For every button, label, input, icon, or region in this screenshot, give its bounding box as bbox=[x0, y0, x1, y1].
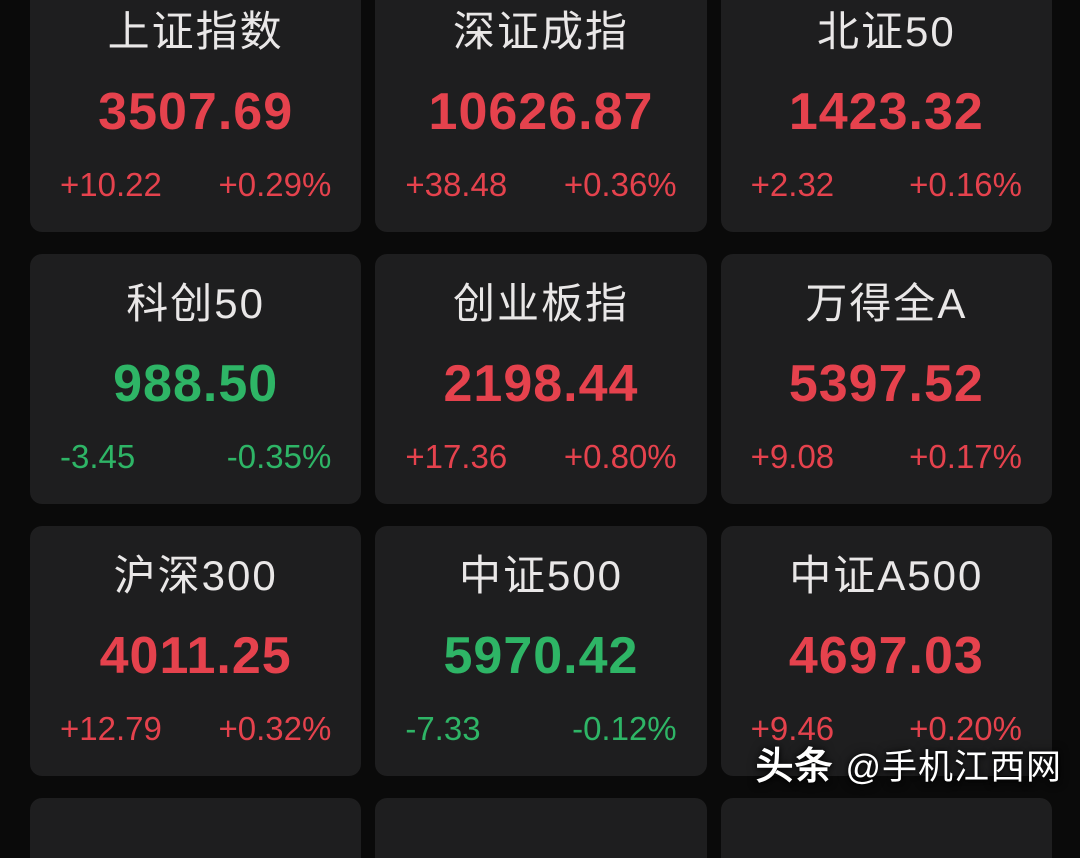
index-value: 988.50 bbox=[113, 355, 279, 413]
index-card-csi-a500[interactable]: 中证A500 4697.03 +9.46 +0.20% bbox=[720, 526, 1052, 776]
index-change: +9.46 bbox=[750, 710, 835, 747]
index-change-pct: +0.29% bbox=[218, 166, 332, 203]
index-name: 创业板指 bbox=[452, 280, 629, 327]
index-change-row: +17.36 +0.80% bbox=[375, 438, 706, 476]
index-change-row: +2.32 +0.16% bbox=[721, 166, 1052, 204]
index-change-pct: +0.80% bbox=[563, 438, 677, 475]
index-change: +12.79 bbox=[60, 710, 162, 747]
index-change: -3.45 bbox=[60, 438, 136, 475]
index-change-row: +38.48 +0.36% bbox=[375, 166, 706, 204]
index-value: 1423.32 bbox=[788, 83, 984, 141]
index-change: -7.33 bbox=[405, 710, 481, 747]
watermark: 头条 @手机江西网 bbox=[755, 735, 1062, 790]
index-change-row: +10.22 +0.29% bbox=[30, 166, 361, 204]
index-change-row: +9.46 +0.20% bbox=[721, 710, 1052, 748]
index-value: 4011.25 bbox=[99, 627, 292, 685]
index-change-pct: -0.35% bbox=[226, 438, 332, 475]
index-change-pct: +0.32% bbox=[218, 710, 332, 747]
index-change: +10.22 bbox=[60, 166, 162, 203]
index-card-csi500[interactable]: 中证500 5970.42 -7.33 -0.12% bbox=[375, 526, 707, 776]
index-change-row: -7.33 -0.12% bbox=[375, 710, 706, 748]
index-value: 2198.44 bbox=[443, 355, 639, 413]
index-card-shanghai-composite[interactable]: 上证指数 3507.69 +10.22 +0.29% bbox=[30, 0, 362, 232]
index-name: 上证指数 bbox=[107, 8, 284, 55]
index-card-csi300[interactable]: 沪深300 4011.25 +12.79 +0.32% bbox=[30, 526, 362, 776]
index-name: 深证成指 bbox=[452, 8, 629, 55]
index-change-pct: +0.20% bbox=[909, 710, 1022, 747]
index-value: 10626.87 bbox=[428, 83, 654, 141]
index-name: 科创50 bbox=[126, 280, 266, 327]
index-name: 万得全A bbox=[805, 280, 968, 327]
toutiao-logo-text: 头条 bbox=[755, 746, 834, 788]
index-change-row: +12.79 +0.32% bbox=[30, 710, 361, 748]
index-change-row: -3.45 -0.35% bbox=[30, 438, 361, 476]
index-change-row: +9.08 +0.17% bbox=[721, 438, 1052, 476]
index-value: 5970.42 bbox=[443, 627, 639, 685]
index-change: +9.08 bbox=[750, 438, 835, 475]
index-change: +17.36 bbox=[405, 438, 508, 475]
partial-next-row-card[interactable] bbox=[30, 798, 362, 858]
index-change-pct: -0.12% bbox=[572, 710, 677, 747]
index-name: 沪深300 bbox=[113, 552, 278, 599]
index-grid: 上证指数 3507.69 +10.22 +0.29% 深证成指 10626.87… bbox=[30, 0, 1052, 858]
index-value: 3507.69 bbox=[98, 83, 294, 141]
index-card-shenzhen-component[interactable]: 深证成指 10626.87 +38.48 +0.36% bbox=[375, 0, 707, 232]
index-value: 4697.03 bbox=[788, 627, 984, 685]
index-change: +38.48 bbox=[405, 166, 508, 203]
index-change: +2.32 bbox=[750, 166, 835, 203]
index-card-wind-all-a[interactable]: 万得全A 5397.52 +9.08 +0.17% bbox=[720, 254, 1052, 504]
index-card-star50[interactable]: 科创50 988.50 -3.45 -0.35% bbox=[30, 254, 362, 504]
index-change-pct: +0.36% bbox=[563, 166, 677, 203]
index-name: 中证A500 bbox=[789, 552, 984, 599]
index-value: 5397.52 bbox=[788, 355, 984, 413]
index-name: 北证50 bbox=[816, 8, 956, 55]
watermark-handle: @手机江西网 bbox=[845, 748, 1062, 787]
partial-next-row-card[interactable] bbox=[375, 798, 707, 858]
index-card-bse50[interactable]: 北证50 1423.32 +2.32 +0.16% bbox=[720, 0, 1052, 232]
partial-next-row-card[interactable] bbox=[720, 798, 1052, 858]
index-name: 中证500 bbox=[458, 552, 624, 599]
index-card-chinext[interactable]: 创业板指 2198.44 +17.36 +0.80% bbox=[375, 254, 707, 504]
index-change-pct: +0.16% bbox=[909, 166, 1022, 203]
index-change-pct: +0.17% bbox=[909, 438, 1022, 475]
